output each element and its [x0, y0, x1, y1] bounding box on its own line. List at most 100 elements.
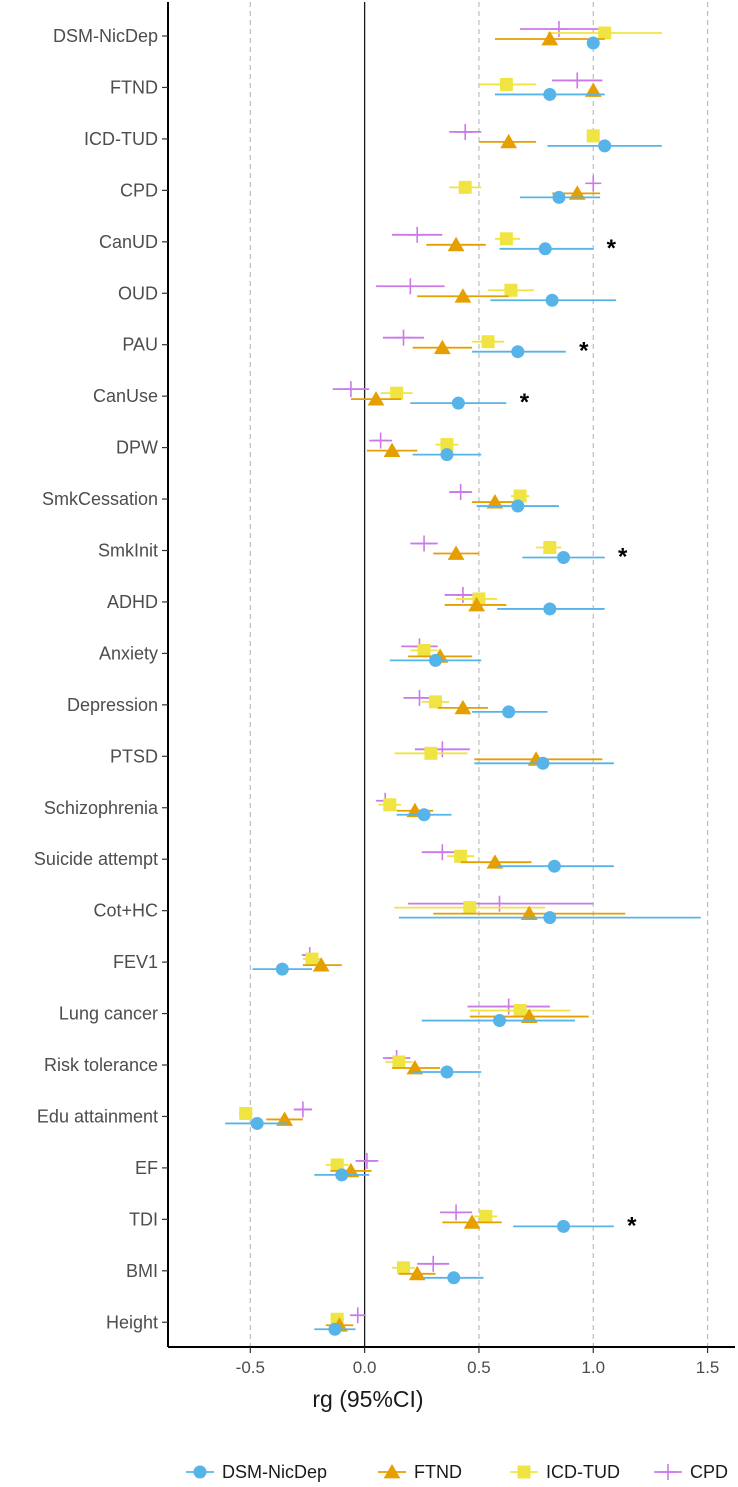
point-estimate [395, 329, 412, 346]
point-estimate [479, 1209, 493, 1223]
point-estimate [486, 854, 504, 869]
y-tick-label: CanUD [99, 232, 158, 252]
x-tick-label: 0.0 [353, 1358, 377, 1377]
point-estimate [452, 484, 469, 501]
y-tick-label: CPD [120, 180, 158, 200]
y-tick-label: Risk tolerance [44, 1055, 158, 1075]
point-estimate [585, 175, 602, 192]
point-estimate [493, 1014, 507, 1028]
y-tick-label: Height [106, 1312, 158, 1332]
point-estimate [448, 1204, 465, 1221]
point-estimate [545, 293, 559, 307]
point-estimate [569, 72, 586, 89]
x-tick-label: 1.0 [581, 1358, 605, 1377]
point-estimate [434, 844, 451, 861]
y-tick-label: DSM-NicDep [53, 26, 158, 46]
point-estimate [428, 653, 442, 667]
legend-label: ICD-TUD [546, 1462, 620, 1482]
point-estimate [513, 489, 527, 503]
point-estimate [552, 190, 566, 204]
point-estimate [342, 381, 359, 398]
y-tick-label: Depression [67, 695, 158, 715]
point-estimate [367, 391, 385, 406]
point-estimate [586, 129, 600, 143]
point-estimate [447, 545, 465, 560]
legend-key-marker [660, 1464, 676, 1480]
y-tick-label: CanUse [93, 386, 158, 406]
point-estimate [447, 236, 465, 252]
point-estimate [499, 77, 513, 91]
point-estimate [502, 705, 516, 719]
y-tick-label: Suicide attempt [34, 849, 158, 869]
point-estimate [294, 1101, 311, 1118]
y-tick-label: DPW [116, 438, 158, 458]
point-estimate [538, 242, 552, 256]
point-estimate [511, 345, 525, 359]
y-tick-label: OUD [118, 283, 158, 303]
y-axis-tick-labels: DSM-NicDep FTND ICD-TUD CPD CanUD OUD PAU CanUs… [34, 26, 159, 1332]
legend: DSM-NicDep FTND ICD-TUD CPD [186, 1462, 728, 1482]
point-estimate [417, 808, 431, 822]
grid-lines [249, 2, 709, 1347]
significance-asterisk: * [627, 1212, 637, 1239]
x-axis-title: rg (95%CI) [312, 1386, 423, 1412]
point-estimate [402, 278, 419, 295]
point-estimate [557, 551, 571, 564]
point-estimate [416, 535, 433, 552]
point-estimate [390, 386, 404, 400]
point-estimate [312, 957, 330, 972]
point-estimate [584, 82, 602, 97]
point-estimate [557, 1219, 571, 1233]
point-estimate [543, 87, 557, 101]
y-tick-label: TDI [129, 1209, 158, 1229]
point-estimate [275, 962, 289, 976]
y-tick-label: ADHD [107, 592, 158, 612]
point-estimate [520, 1008, 538, 1023]
point-estimate [392, 1055, 406, 1069]
point-estimate [440, 1065, 454, 1079]
point-estimate [328, 1322, 342, 1336]
point-estimate [520, 905, 538, 921]
y-tick-label: PTSD [110, 746, 158, 766]
y-tick-label: Schizophrenia [44, 798, 159, 818]
point-estimate [463, 1214, 481, 1229]
point-estimate [454, 699, 472, 715]
point-estimate [428, 695, 442, 709]
point-estimate [425, 1255, 442, 1272]
y-tick-label: SmkInit [98, 541, 158, 561]
point-estimate [504, 283, 518, 297]
point-estimate [372, 432, 389, 449]
point-estimate [396, 1261, 410, 1275]
y-tick-label: FTND [110, 77, 158, 97]
axes [162, 2, 735, 1353]
point-estimate [383, 798, 397, 812]
point-estimate [383, 442, 401, 457]
point-estimate [511, 499, 525, 513]
series-icd-tud [238, 26, 662, 1326]
y-tick-label: SmkCessation [42, 489, 158, 509]
point-estimate [543, 911, 557, 925]
y-tick-label: EF [135, 1158, 158, 1178]
point-estimate [454, 849, 468, 863]
y-tick-label: Anxiety [99, 643, 158, 663]
point-estimate [458, 180, 472, 194]
point-estimate [330, 1158, 344, 1172]
point-estimate [440, 438, 454, 452]
series-ftnd [266, 31, 626, 1332]
point-estimate [250, 1116, 264, 1130]
point-estimate [491, 895, 508, 912]
y-tick-label: FEV1 [113, 952, 158, 972]
series-cpd [293, 21, 603, 1324]
legend-label: CPD [690, 1462, 728, 1482]
x-tick-label: 0.5 [467, 1358, 491, 1377]
y-tick-label: ICD-TUD [84, 129, 158, 149]
point-estimate [349, 1307, 366, 1324]
significance-asterisk: * [607, 235, 617, 262]
x-tick-label: -0.5 [236, 1358, 265, 1377]
point-estimate [500, 133, 518, 149]
legend-key-marker [517, 1465, 531, 1479]
point-estimate [424, 746, 438, 760]
y-tick-label: Lung cancer [59, 1004, 158, 1024]
point-estimate [568, 185, 586, 200]
point-estimate [586, 36, 600, 50]
